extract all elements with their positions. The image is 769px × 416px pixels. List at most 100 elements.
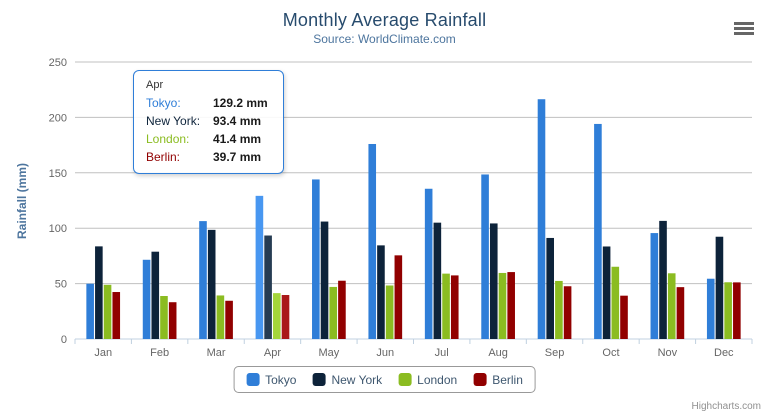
x-tick-label-aug: Aug [488,347,508,359]
bar-berlin-jan[interactable] [112,292,121,339]
y-tick-label-100: 100 [49,223,67,235]
legend-swatch-icon [246,373,260,386]
x-tick-label-jun: Jun [376,347,394,359]
bar-tokyo-nov[interactable] [650,233,659,339]
tooltip-header: Apr [146,79,164,91]
tooltip-series-name: Berlin: [146,150,181,164]
legend-item-london[interactable]: London [398,373,457,387]
legend-label: London [417,372,458,387]
tooltip-row-1: New York: 93.4 mm [146,112,273,130]
bar-berlin-aug[interactable] [507,272,515,339]
bar-tokyo-oct[interactable] [594,123,602,340]
tooltip-series-value: 39.7 mm [213,150,262,164]
bar-tokyo-feb[interactable] [142,259,151,339]
bar-london-nov[interactable] [667,273,676,339]
tooltip-row-3: Berlin: 39.7 mm [146,148,273,166]
x-tick-label-sep: Sep [545,347,565,359]
chart-subtitle: Source: WorldClimate.com [313,32,456,46]
bar-tokyo-may[interactable] [312,179,320,339]
tooltip-series-value: 93.4 mm [213,114,262,128]
bar-new-york-nov[interactable] [659,220,667,339]
bar-new-york-jan[interactable] [95,246,103,339]
bar-london-feb[interactable] [160,296,168,339]
bar-london-aug[interactable] [498,272,507,339]
legend-label: Berlin [492,372,523,387]
y-tick-label-50: 50 [55,279,67,291]
legend-item-tokyo[interactable]: Tokyo [246,373,296,387]
bar-tokyo-mar[interactable] [199,221,207,339]
x-tick-label-jul: Jul [435,347,449,359]
bar-london-jul[interactable] [442,273,450,339]
y-axis-title: Rainfall (mm) [15,163,29,240]
bar-new-york-apr[interactable] [264,235,272,339]
legend-swatch-icon [398,373,412,386]
bar-london-oct[interactable] [611,266,620,339]
x-tick-label-feb: Feb [150,347,169,359]
legend-label: Tokyo [265,372,297,387]
legend: Tokyo New York London Berlin [233,366,536,393]
bar-berlin-oct[interactable] [620,295,628,339]
tooltip: Apr Tokyo: 129.2 mm New York: 93.4 mm London… [133,70,284,174]
legend-label: New York [331,372,383,387]
bar-new-york-sep[interactable] [546,237,554,339]
x-tick-label-dec: Dec [714,347,734,359]
legend-swatch-icon [473,373,487,386]
legend-item-new-york[interactable]: New York [312,373,382,387]
x-tick-label-jan: Jan [94,347,112,359]
y-tick-label-0: 0 [61,334,67,346]
x-tick-label-apr: Apr [264,347,281,359]
bar-new-york-mar[interactable] [207,229,216,339]
y-tick-label-150: 150 [49,168,67,180]
y-tick-label-200: 200 [49,112,67,124]
x-tick-label-mar: Mar [207,347,226,359]
bar-london-apr[interactable] [273,293,281,339]
bar-berlin-apr[interactable] [281,295,290,339]
bar-new-york-feb[interactable] [151,251,160,339]
bar-tokyo-sep[interactable] [537,99,546,340]
chart-title: Monthly Average Rainfall [282,10,487,30]
legend-item-berlin[interactable]: Berlin [473,373,523,387]
y-tick-label-250: 250 [49,57,67,69]
tooltip-series-name: London: [146,132,190,146]
bar-tokyo-jan[interactable] [86,283,94,339]
export-menu-button[interactable] [732,18,756,38]
bar-new-york-jul[interactable] [433,222,442,339]
bar-tokyo-aug[interactable] [481,174,489,339]
x-tick-label-may: May [318,347,339,359]
tooltip-series-value: 41.4 mm [213,132,262,146]
bar-berlin-may[interactable] [338,280,346,339]
bar-berlin-sep[interactable] [563,286,572,339]
bar-london-may[interactable] [329,286,338,339]
tooltip-series-value: 129.2 mm [213,96,268,110]
bar-new-york-dec[interactable] [715,236,724,339]
bar-tokyo-dec[interactable] [706,278,715,339]
bar-berlin-jul[interactable] [450,275,459,339]
bar-berlin-feb[interactable] [168,302,177,339]
bar-new-york-oct[interactable] [602,246,611,339]
bar-new-york-jun[interactable] [377,245,385,339]
bar-london-dec[interactable] [724,282,732,339]
tooltip-row-2: London: 41.4 mm [146,130,273,148]
bar-london-jun[interactable] [385,285,394,339]
legend-swatch-icon [312,373,326,386]
bar-berlin-dec[interactable] [733,282,741,339]
bar-new-york-aug[interactable] [489,223,498,339]
bar-berlin-nov[interactable] [676,287,685,339]
bar-tokyo-jul[interactable] [424,188,433,339]
tooltip-row-0: Tokyo: 129.2 mm [146,94,273,112]
credits-link[interactable]: Highcharts.com [691,401,761,412]
tooltip-series-name: Tokyo: [146,96,181,110]
bar-tokyo-apr[interactable] [255,195,264,339]
bar-london-jan[interactable] [103,284,112,339]
bar-berlin-mar[interactable] [225,300,233,339]
bar-berlin-jun[interactable] [394,255,403,339]
bar-new-york-may[interactable] [320,221,329,339]
bar-london-sep[interactable] [555,280,563,339]
tooltip-series-name: New York: [146,114,201,128]
bar-tokyo-jun[interactable] [368,143,377,339]
x-tick-label-nov: Nov [658,347,678,359]
bar-london-mar[interactable] [216,295,225,339]
x-tick-label-oct: Oct [602,347,619,359]
